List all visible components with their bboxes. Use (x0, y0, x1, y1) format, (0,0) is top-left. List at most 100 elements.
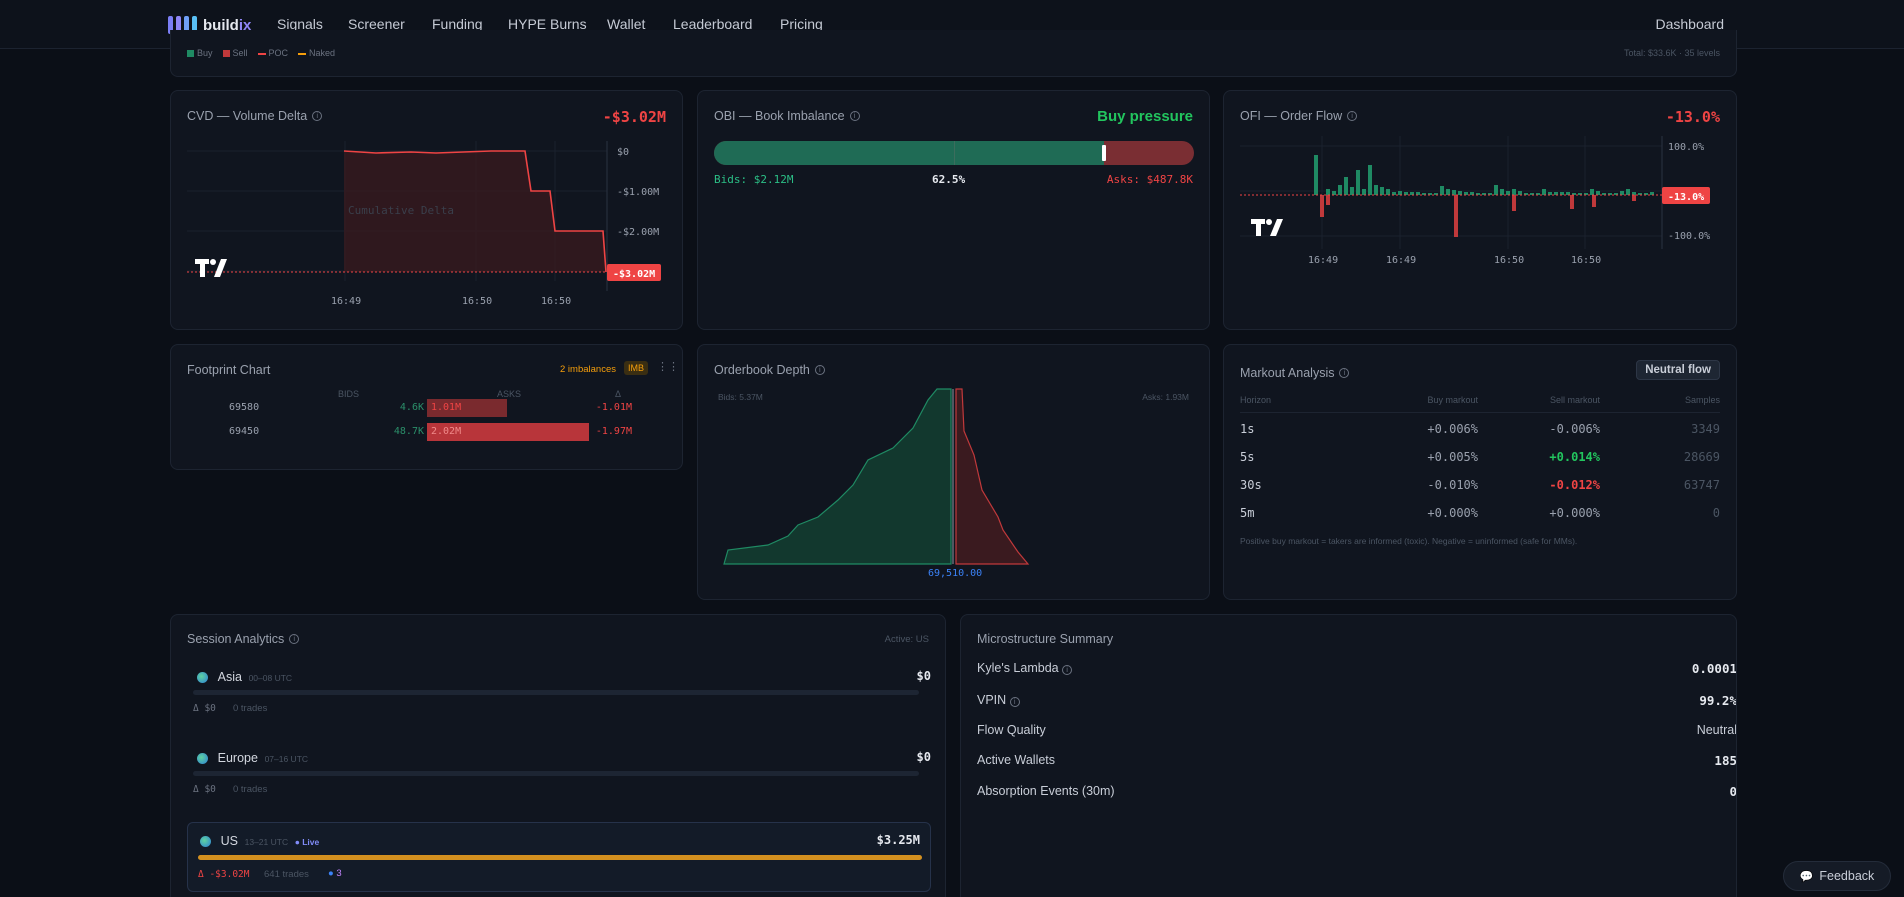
ofi-bar (1620, 191, 1624, 195)
ofi-bar (1434, 193, 1438, 195)
live-badge: ● Live (294, 837, 320, 847)
info-icon[interactable]: i (312, 111, 323, 121)
footprint-ask-bar (427, 423, 589, 441)
footprint-title: Footprint Chart (187, 363, 271, 377)
micro-row-absorption: Absorption Events (30m) 0 (977, 784, 1737, 799)
ofi-chart[interactable]: 100.0% -100.0% -13.0% 16:49 16:49 16:50 … (1224, 91, 1737, 330)
ofi-bar (1476, 193, 1480, 195)
nav-leaderboard[interactable]: Leaderboard (673, 16, 753, 32)
info-icon[interactable]: i (814, 365, 825, 375)
nav-screener[interactable]: Screener (348, 16, 405, 32)
session-bar (193, 690, 919, 695)
ofi-panel: OFI — Order Flow i -13.0% 100.0% -100.0% … (1223, 90, 1737, 330)
session-hours: 07–16 UTC (264, 754, 309, 764)
session-trades: 0 trades (233, 784, 268, 795)
ofi-bar (1386, 189, 1390, 195)
info-icon[interactable]: i (1009, 697, 1020, 707)
ofi-bar (1602, 193, 1606, 195)
logo-text: buildix (203, 16, 252, 34)
obi-title: OBI — Book Imbalance i (714, 109, 860, 123)
footprint-price: 69450 (229, 426, 260, 437)
ofi-bar (1560, 192, 1564, 195)
nav-funding[interactable]: Funding (432, 16, 483, 32)
ofi-bar (1380, 187, 1384, 195)
ofi-bar (1596, 191, 1600, 195)
ofi-bar (1404, 192, 1408, 195)
nav-dashboard[interactable]: Dashboard (1655, 16, 1725, 32)
markout-row: 5s +0.005% +0.014% 28669 (1240, 450, 1720, 474)
ofi-bar (1416, 192, 1420, 195)
markout-samples: 3349 (1691, 422, 1720, 436)
legend-naked: Naked (298, 48, 335, 58)
footprint-bid: 48.7K (393, 426, 424, 437)
markout-title: Markout Analysis i (1240, 366, 1350, 380)
cvd-current-label: -$3.02M (613, 269, 655, 280)
ofi-bar (1332, 191, 1336, 195)
ofi-title: OFI — Order Flow i (1240, 109, 1358, 123)
microstructure-panel: Microstructure Summary Kyle's Lambda i 0.… (960, 614, 1737, 897)
feedback-button[interactable]: 💬 Feedback (1783, 861, 1891, 891)
ofi-xtick-2: 16:50 (1494, 255, 1524, 266)
nav-signals[interactable]: Signals (277, 16, 323, 32)
ofi-bar (1392, 192, 1396, 195)
depth-chart[interactable]: 69,510.00 (698, 345, 1210, 600)
cvd-ytick-1: -$1.00M (617, 187, 659, 198)
session-europe: Europe 07–16 UTC $0 Δ $0 0 trades (193, 750, 931, 810)
ofi-bar (1458, 191, 1462, 195)
ofi-bar (1338, 185, 1342, 195)
nav-pricing[interactable]: Pricing (780, 16, 823, 32)
session-name: US (220, 834, 238, 848)
depth-mid-price: 69,510.00 (928, 568, 982, 579)
globe-icon (197, 672, 208, 684)
nav-hype-burns[interactable]: HYPE Burns (508, 16, 587, 32)
obi-bids: Bids: $2.12M (714, 173, 794, 186)
session-value: $3.25M (876, 833, 920, 847)
info-icon[interactable]: i (1062, 665, 1073, 675)
footprint-ask-bar (427, 399, 507, 417)
session-trades: 0 trades (233, 703, 268, 714)
globe-icon (200, 836, 211, 848)
ofi-bar (1632, 195, 1636, 201)
ofi-bar (1314, 155, 1318, 195)
session-name: Europe (217, 751, 258, 765)
logo[interactable]: buildix (168, 16, 251, 34)
legend-buy-swatch (187, 50, 194, 58)
footprint-imbalances: 2 imbalances (560, 364, 616, 375)
cvd-xtick-1: 16:50 (462, 296, 492, 307)
ofi-bar (1344, 177, 1348, 195)
markout-buy: +0.006% (1427, 422, 1478, 436)
drag-handle-icon[interactable]: ⋮⋮ (657, 361, 679, 373)
ofi-ytick-0: 100.0% (1668, 142, 1704, 153)
ofi-bar (1584, 193, 1588, 195)
session-us: US 13–21 UTC ● Live $3.25M Δ -$3.02M 641… (187, 822, 931, 892)
info-icon[interactable]: i (1339, 368, 1350, 378)
obi-bar-knob (1102, 145, 1107, 161)
ofi-bar (1428, 193, 1432, 195)
info-icon[interactable]: i (1347, 111, 1358, 121)
ofi-bar (1518, 191, 1522, 195)
ofi-bar (1470, 192, 1474, 195)
info-icon[interactable]: i (849, 111, 860, 121)
markout-header-buy: Buy markout (1427, 395, 1478, 405)
ofi-bar (1326, 195, 1330, 205)
info-icon[interactable]: i (289, 634, 300, 644)
obi-pct: 62.5% (932, 173, 966, 186)
ofi-bar (1440, 186, 1444, 195)
ofi-xtick-1: 16:49 (1386, 255, 1416, 266)
micro-title: Microstructure Summary (977, 632, 1114, 646)
markout-horizon: 1s (1240, 422, 1255, 436)
ofi-bar (1512, 195, 1516, 211)
session-bar (193, 771, 919, 776)
footprint-bid: 4.6K (399, 402, 424, 413)
nav-wallet[interactable]: Wallet (607, 16, 646, 32)
markout-buy: +0.000% (1427, 506, 1478, 520)
ofi-bar (1356, 170, 1360, 195)
whale-icon: ● (328, 868, 334, 879)
imb-toggle-button[interactable]: IMB (624, 361, 649, 375)
ofi-bar (1592, 195, 1596, 207)
session-hours: 13–21 UTC (244, 837, 289, 847)
legend-poc: POC (257, 48, 288, 58)
markout-samples: 0 (1712, 506, 1720, 520)
cvd-chart[interactable]: Cumulative Delta $0 -$1.00M -$2.00M -$3.… (171, 91, 683, 330)
markout-buy: +0.005% (1427, 450, 1478, 464)
